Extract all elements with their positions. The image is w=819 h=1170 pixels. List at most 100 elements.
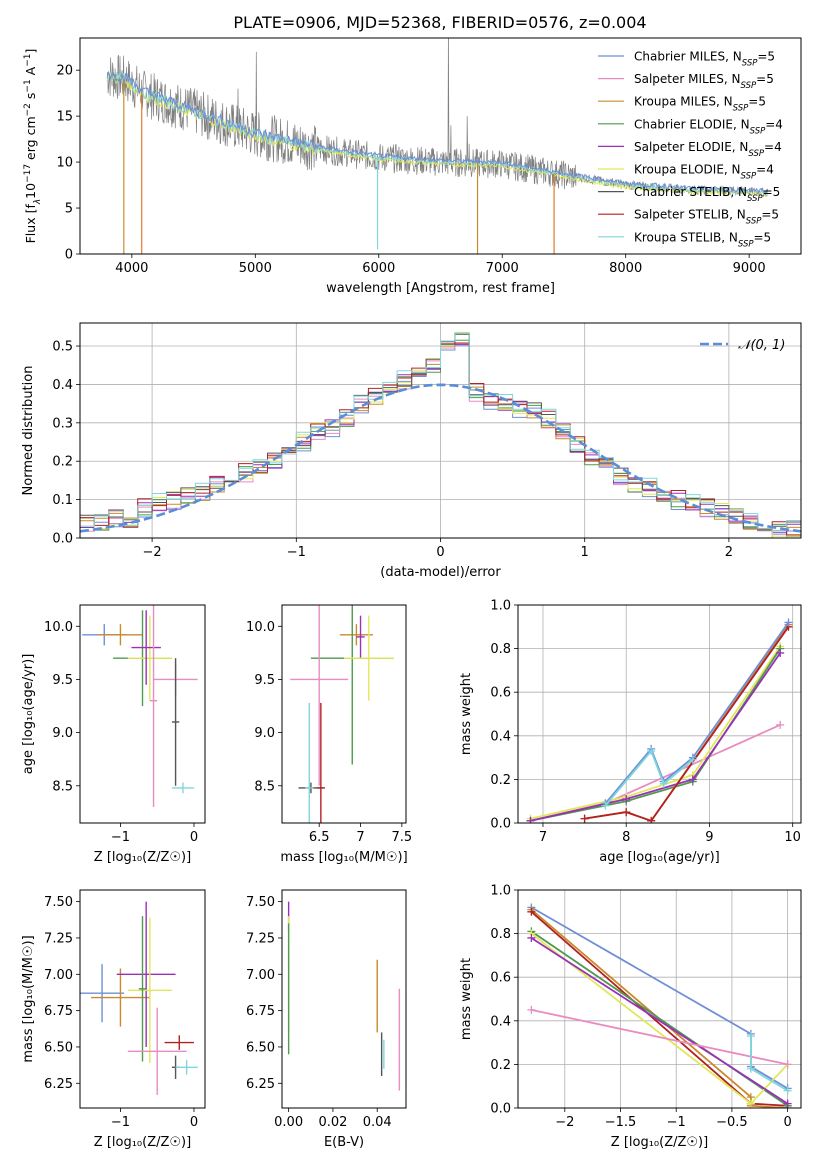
errorbar-point <box>98 624 143 646</box>
legend-label: Chabrier STELIB, N <box>634 185 747 199</box>
legend-value: =5 <box>748 95 766 109</box>
plot-frame <box>517 889 802 1109</box>
series-line <box>530 937 789 1105</box>
data-point-marker <box>783 1099 792 1108</box>
errorbar-point <box>339 624 373 646</box>
legend-value: =5 <box>754 230 772 244</box>
errorbar-point <box>171 658 180 786</box>
errorbar-point <box>80 964 125 1023</box>
y-tick-label: 6.50 <box>44 1040 73 1055</box>
line-plot-area <box>527 903 792 1108</box>
y-tick-label: 0.6 <box>490 686 511 701</box>
y-tick-label: 0.5 <box>52 340 73 355</box>
x-tick-label: 4000 <box>115 261 148 276</box>
y-axis-label-part: −2 <box>23 103 33 116</box>
y-axis-label-part: erg cm <box>23 116 38 164</box>
errorbar-point <box>316 702 325 823</box>
mass-vs-metallicity-panel: −1 0 6.25 6.50 6.75 7.00 7.25 7.50 Z [log₁₀(Z/Z☉… <box>21 889 206 1150</box>
y-axis-label-part: −1 <box>23 79 33 92</box>
data-point-marker <box>746 1099 755 1108</box>
x-tick-label: 10 <box>784 830 801 845</box>
y-tick-label: 10.0 <box>246 620 275 635</box>
y-tick-label: 7.00 <box>246 968 275 983</box>
y-tick-label: 10.0 <box>44 620 73 635</box>
errorbar-point <box>116 901 176 1047</box>
legend-entry: Kroupa STELIB, NSSP=5 <box>634 230 771 249</box>
x-tick-label: −2 <box>555 1115 574 1130</box>
model-spectrum-line <box>106 71 768 196</box>
y-tick-label: 8.5 <box>52 779 73 794</box>
y-axis-label: mass [log₁₀(M/M☉)] <box>21 935 36 1062</box>
y-tick-label: 0.0 <box>490 817 511 832</box>
legend-entry: Chabrier ELODIE, NSSP=4 <box>634 117 783 136</box>
errorbar-point <box>344 615 394 701</box>
y-tick-label: 0.4 <box>490 729 511 744</box>
data-point-marker <box>746 1032 755 1041</box>
x-tick-label: 7 <box>539 830 547 845</box>
errorbar-point <box>164 1035 194 1050</box>
series-line <box>604 749 694 807</box>
series-line <box>530 724 781 822</box>
y-tick-label: 5 <box>65 202 73 217</box>
y-tick-label: 0.0 <box>52 532 73 547</box>
legend-label: Salpeter MILES, N <box>634 72 741 86</box>
y-tick-label: 7.25 <box>44 931 73 946</box>
normal-distribution-curve <box>80 383 801 533</box>
plot-frame <box>79 322 802 539</box>
legend-subscript: SSP <box>748 149 764 159</box>
age-vs-metallicity-panel: −1 0 8.5 9.0 9.5 10.0 Z [log₁₀(Z/Z☉)] age [log₁… <box>21 604 206 865</box>
legend-label: Chabrier ELODIE, N <box>634 117 750 131</box>
plot-frame <box>281 889 407 1109</box>
legend-label: Chabrier MILES, N <box>634 50 742 64</box>
x-tick-label: 0.02 <box>318 1115 347 1130</box>
data-point-marker <box>688 755 697 764</box>
legend-value: =5 <box>757 50 775 64</box>
y-tick-label: 9.5 <box>254 673 275 688</box>
series-line <box>530 648 781 822</box>
y-tick-label: 1.0 <box>490 884 511 899</box>
y-tick-label: 0.8 <box>490 642 511 657</box>
data-point-marker <box>526 816 535 823</box>
x-axis-label: age [log₁₀(age/yr)] <box>599 850 720 865</box>
legend-entry: Salpeter MILES, NSSP=5 <box>634 72 774 91</box>
residuals-panel: −2 −1 0 1 2 0.0 0.1 0.2 0.3 0.4 0.5 (data-model)/er… <box>21 322 802 580</box>
x-tick-label: 6.5 <box>309 830 330 845</box>
legend-value: =4 <box>756 163 774 177</box>
x-tick-label: 0.00 <box>274 1115 303 1130</box>
data-point-marker <box>647 816 656 823</box>
legend-value: =5 <box>756 72 774 86</box>
y-axis-label-part: Flux [f <box>23 204 38 244</box>
y-tick-label: 0.6 <box>490 971 511 986</box>
data-point-marker <box>776 648 785 657</box>
legend-value: =5 <box>761 208 779 222</box>
legend-entry: 𝒩(0, 1) <box>738 338 785 353</box>
plot-frame <box>79 37 802 255</box>
x-tick-label: 0.04 <box>363 1115 392 1130</box>
y-tick-label: 6.75 <box>246 1004 275 1019</box>
legend-subscript: SSP <box>747 194 763 204</box>
errorbar-point <box>175 1060 198 1075</box>
y-tick-label: 8.5 <box>254 779 275 794</box>
data-point-marker <box>746 1064 755 1073</box>
data-point-marker <box>527 1005 536 1014</box>
plot-frame <box>79 889 206 1109</box>
data-point-marker <box>601 801 610 810</box>
x-axis-label: E(B-V) <box>324 1135 364 1150</box>
data-point-marker <box>527 907 536 916</box>
errorbar-point <box>131 610 161 685</box>
legend-entry: Kroupa MILES, NSSP=5 <box>634 95 766 114</box>
y-tick-label: 0 <box>65 248 73 263</box>
series-line <box>531 1009 788 1066</box>
x-axis-label: Z [log₁₀(Z/Z☉)] <box>611 1135 708 1150</box>
series-line <box>584 626 790 822</box>
y-axis-label: mass weight <box>459 958 474 1040</box>
y-tick-label: 0.4 <box>52 378 73 393</box>
errorbar-point <box>305 702 314 823</box>
legend-subscript: SSP <box>750 126 766 136</box>
histogram-series <box>80 343 801 538</box>
plot-frame <box>517 604 802 824</box>
x-tick-label: 6000 <box>362 261 395 276</box>
y-tick-label: 0.2 <box>52 455 73 470</box>
legend-subscript: SSP <box>742 59 758 69</box>
weight-vs-age-panel: 7 8 9 10 0.0 0.2 0.4 0.6 0.8 1.0 age [log₁₀(age/yr… <box>459 599 802 865</box>
